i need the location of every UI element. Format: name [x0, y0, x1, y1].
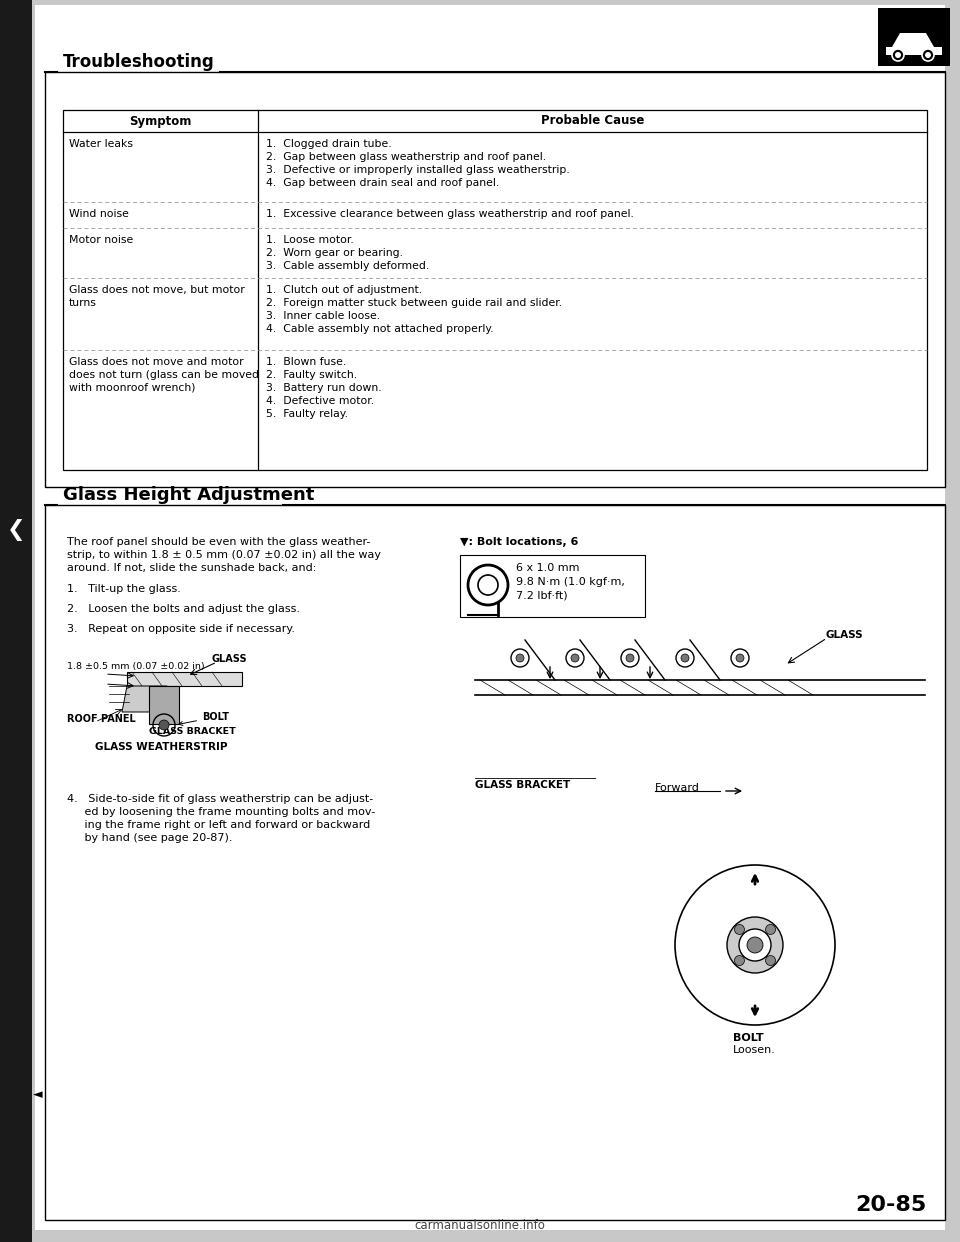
Bar [460, 555, 645, 617]
Text: 3.  Defective or improperly installed glass weatherstrip.: 3. Defective or improperly installed gla… [266, 165, 569, 175]
Text: 5.  Faulty relay.: 5. Faulty relay. [266, 409, 348, 419]
Text: 3.  Battery run down.: 3. Battery run down. [266, 383, 382, 392]
Text: 2.   Loosen the bolts and adjust the glass.: 2. Loosen the bolts and adjust the glass… [67, 604, 300, 614]
Bar [149, 686, 179, 724]
Text: Water leaks: Water leaks [69, 139, 133, 149]
Text: Motor noise: Motor noise [69, 235, 133, 245]
Text: turns: turns [69, 298, 97, 308]
Text: around. If not, slide the sunshade back, and:: around. If not, slide the sunshade back,… [67, 563, 317, 573]
Text: BOLT: BOLT [733, 1033, 763, 1043]
Text: carmanualsonline.info: carmanualsonline.info [415, 1218, 545, 1232]
Circle shape [739, 929, 771, 961]
Polygon shape [892, 34, 934, 47]
Text: ◄: ◄ [34, 1088, 43, 1102]
Bar [127, 672, 242, 686]
Text: Loosen.: Loosen. [733, 1045, 776, 1054]
Text: 1.  Clogged drain tube.: 1. Clogged drain tube. [266, 139, 392, 149]
Text: ed by loosening the frame mounting bolts and mov-: ed by loosening the frame mounting bolts… [67, 807, 375, 817]
Text: GLASS BRACKET: GLASS BRACKET [149, 727, 236, 737]
Text: Wind noise: Wind noise [69, 209, 129, 219]
Text: Glass does not move, but motor: Glass does not move, but motor [69, 284, 245, 296]
Bar [45, 72, 945, 487]
Text: 2.  Faulty switch.: 2. Faulty switch. [266, 370, 357, 380]
Text: Troubleshooting: Troubleshooting [63, 53, 215, 71]
Circle shape [571, 655, 579, 662]
Text: 4.  Cable assembly not attached properly.: 4. Cable assembly not attached properly. [266, 324, 493, 334]
Text: Glass does not move and motor: Glass does not move and motor [69, 356, 244, 366]
Bar [63, 111, 927, 469]
Circle shape [681, 655, 689, 662]
Text: GLASS BRACKET: GLASS BRACKET [475, 780, 570, 790]
Circle shape [736, 655, 744, 662]
Text: GLASS: GLASS [825, 630, 863, 640]
Text: BOLT: BOLT [179, 712, 229, 725]
Text: 4.   Side-to-side fit of glass weatherstrip can be adjust-: 4. Side-to-side fit of glass weatherstri… [67, 794, 373, 804]
Text: 9.8 N·m (1.0 kgf·m,: 9.8 N·m (1.0 kgf·m, [516, 578, 625, 587]
Text: 3.   Repeat on opposite side if necessary.: 3. Repeat on opposite side if necessary. [67, 623, 295, 633]
Circle shape [727, 917, 783, 972]
Text: strip, to within 1.8 ± 0.5 mm (0.07 ±0.02 in) all the way: strip, to within 1.8 ± 0.5 mm (0.07 ±0.0… [67, 550, 381, 560]
Text: GLASS WEATHERSTRIP: GLASS WEATHERSTRIP [95, 741, 228, 751]
Circle shape [734, 955, 744, 965]
Text: Glass Height Adjustment: Glass Height Adjustment [63, 486, 314, 504]
Text: Forward: Forward [655, 782, 700, 792]
Text: GLASS: GLASS [212, 655, 248, 664]
Circle shape [516, 655, 524, 662]
Text: with moonroof wrench): with moonroof wrench) [69, 383, 196, 392]
Circle shape [747, 936, 763, 953]
Text: ing the frame right or left and forward or backward: ing the frame right or left and forward … [67, 820, 371, 830]
Text: ROOF PANEL: ROOF PANEL [67, 714, 135, 724]
Text: 2.  Foreign matter stuck between guide rail and slider.: 2. Foreign matter stuck between guide ra… [266, 298, 563, 308]
Circle shape [765, 924, 776, 934]
Circle shape [626, 655, 634, 662]
Text: 3.  Inner cable loose.: 3. Inner cable loose. [266, 310, 380, 320]
Text: 4.  Defective motor.: 4. Defective motor. [266, 396, 374, 406]
Circle shape [922, 48, 934, 61]
Text: 1.  Loose motor.: 1. Loose motor. [266, 235, 353, 245]
Text: ❮: ❮ [7, 519, 25, 542]
Circle shape [765, 955, 776, 965]
Text: by hand (see page 20-87).: by hand (see page 20-87). [67, 833, 232, 843]
Text: ▼: Bolt locations, 6: ▼: Bolt locations, 6 [460, 537, 578, 546]
Text: 1.  Clutch out of adjustment.: 1. Clutch out of adjustment. [266, 284, 422, 296]
Text: Probable Cause: Probable Cause [540, 114, 644, 128]
Text: 1.  Excessive clearance between glass weatherstrip and roof panel.: 1. Excessive clearance between glass wea… [266, 209, 634, 219]
Polygon shape [122, 686, 167, 712]
Circle shape [925, 52, 931, 58]
Text: does not turn (glass can be moved: does not turn (glass can be moved [69, 370, 259, 380]
Bar [0, 0, 32, 1242]
Text: 2.  Worn gear or bearing.: 2. Worn gear or bearing. [266, 248, 403, 258]
Text: 2.  Gap between glass weatherstrip and roof panel.: 2. Gap between glass weatherstrip and ro… [266, 152, 546, 161]
Text: 1.   Tilt-up the glass.: 1. Tilt-up the glass. [67, 584, 180, 594]
Text: 3.  Cable assembly deformed.: 3. Cable assembly deformed. [266, 261, 429, 271]
Text: 6 x 1.0 mm: 6 x 1.0 mm [516, 563, 580, 573]
Circle shape [892, 48, 904, 61]
Circle shape [734, 924, 744, 934]
Bar [45, 505, 945, 1220]
Bar [878, 7, 950, 66]
Circle shape [895, 52, 901, 58]
Text: 1.  Blown fuse.: 1. Blown fuse. [266, 356, 347, 366]
Text: 7.2 lbf·ft): 7.2 lbf·ft) [516, 591, 567, 601]
Polygon shape [886, 47, 942, 55]
Circle shape [159, 720, 169, 730]
Text: The roof panel should be even with the glass weather-: The roof panel should be even with the g… [67, 537, 371, 546]
Text: 20-85: 20-85 [855, 1195, 926, 1215]
Text: 1.8 ±0.5 mm (0.07 ±0.02 in): 1.8 ±0.5 mm (0.07 ±0.02 in) [67, 662, 204, 671]
Text: Symptom: Symptom [130, 114, 192, 128]
Text: 4.  Gap between drain seal and roof panel.: 4. Gap between drain seal and roof panel… [266, 178, 499, 188]
